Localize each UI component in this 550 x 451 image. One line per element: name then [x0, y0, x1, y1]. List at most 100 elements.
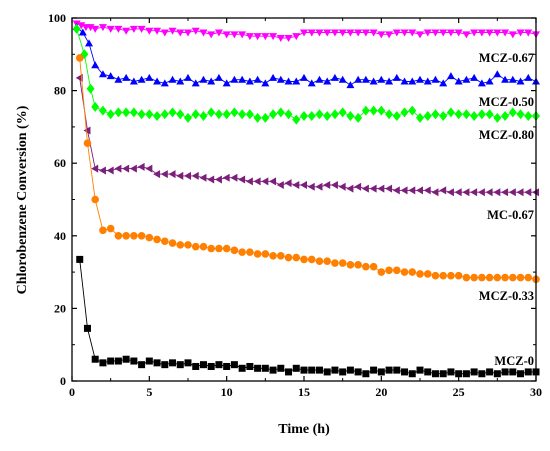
data-point	[261, 33, 270, 41]
data-point	[114, 232, 123, 240]
data-point	[114, 75, 123, 83]
data-point	[207, 77, 216, 85]
data-point	[393, 366, 401, 374]
data-point	[315, 257, 324, 266]
data-point	[439, 29, 448, 37]
data-point	[145, 27, 154, 35]
data-point	[423, 186, 431, 195]
data-point	[470, 29, 479, 37]
data-point	[385, 266, 393, 275]
data-point	[176, 29, 185, 37]
data-point	[238, 109, 247, 120]
data-point	[493, 273, 502, 282]
data-point	[184, 73, 192, 81]
data-point	[76, 255, 84, 263]
x-tick-label: 25	[453, 385, 465, 399]
data-point	[277, 364, 285, 372]
series-mcz-0-50	[72, 23, 540, 89]
data-point	[477, 29, 486, 37]
data-point	[153, 27, 162, 35]
data-point	[408, 186, 416, 195]
data-point	[300, 366, 308, 374]
data-point	[346, 366, 354, 374]
data-point	[168, 75, 177, 83]
data-point	[276, 34, 285, 42]
data-point	[369, 184, 377, 193]
data-point	[292, 253, 301, 262]
data-point	[145, 233, 154, 242]
data-point	[362, 262, 370, 271]
data-point	[261, 112, 270, 123]
data-point	[501, 188, 509, 197]
y-axis-title: Chlorobenzene Conversion (%)	[15, 105, 30, 294]
data-point	[77, 22, 86, 30]
data-point	[300, 29, 308, 37]
data-point	[122, 27, 131, 35]
data-point	[285, 368, 293, 376]
x-tick-label: 20	[375, 385, 387, 399]
data-point	[330, 29, 339, 37]
x-tick-label: 5	[146, 385, 152, 399]
data-point	[524, 188, 532, 197]
data-point	[246, 248, 254, 256]
data-point	[423, 111, 432, 122]
data-point	[416, 186, 423, 195]
data-point	[516, 77, 525, 85]
data-point	[400, 29, 409, 37]
data-point	[214, 109, 223, 120]
series-mc-0-67	[75, 73, 539, 197]
data-point	[331, 259, 339, 267]
series-label: MCZ-0.67	[479, 51, 534, 65]
data-point	[253, 250, 262, 258]
data-point	[307, 29, 316, 37]
data-point	[470, 273, 478, 282]
x-tick-label: 10	[221, 385, 233, 399]
data-point	[284, 77, 293, 85]
data-point	[245, 77, 254, 85]
data-point	[477, 188, 485, 197]
data-point	[230, 75, 239, 83]
data-point	[184, 112, 192, 123]
data-point	[222, 173, 230, 182]
data-point	[106, 166, 114, 175]
data-point	[245, 177, 253, 186]
data-point	[85, 39, 94, 47]
data-point	[370, 366, 378, 374]
data-point	[261, 364, 269, 372]
data-point	[215, 361, 223, 369]
y-tick-label: 40	[54, 229, 66, 243]
data-point	[315, 182, 323, 191]
data-point	[517, 370, 525, 378]
series-label: MCZ-0.80	[479, 128, 534, 142]
data-point	[524, 29, 533, 37]
data-point	[269, 73, 278, 81]
data-point	[400, 107, 409, 118]
data-point	[130, 357, 138, 365]
data-point	[160, 79, 169, 87]
data-point	[439, 271, 448, 280]
data-point	[137, 75, 146, 83]
data-point	[315, 29, 324, 37]
data-point	[524, 111, 533, 122]
data-point	[423, 29, 432, 37]
data-point	[524, 273, 533, 282]
data-point	[137, 25, 146, 33]
data-point	[462, 109, 471, 120]
data-point	[446, 107, 455, 118]
data-point	[245, 33, 254, 41]
data-point	[330, 109, 339, 120]
data-point	[470, 188, 478, 197]
data-point	[83, 324, 91, 332]
data-point	[222, 79, 231, 87]
data-point	[153, 111, 162, 122]
data-point	[307, 111, 316, 122]
data-point	[400, 186, 408, 195]
data-point	[393, 266, 401, 275]
data-point	[485, 188, 493, 197]
data-point	[470, 73, 479, 81]
data-point	[106, 109, 115, 120]
data-point	[276, 75, 285, 83]
data-point	[138, 361, 146, 369]
data-point	[377, 268, 386, 276]
